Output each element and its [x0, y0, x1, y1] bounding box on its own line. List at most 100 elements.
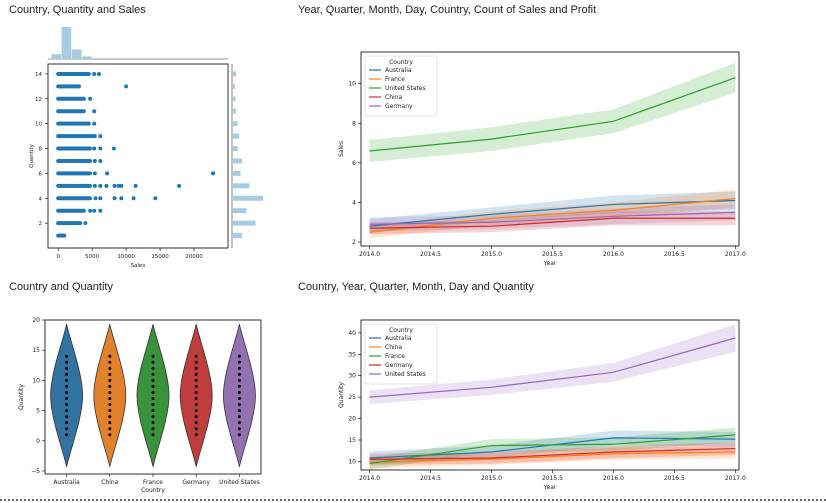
y-tick-label: 8: [39, 147, 43, 153]
marginal-y-bar: [233, 108, 236, 114]
quantity-point: [194, 421, 198, 425]
y-tick-label: 4: [39, 196, 43, 202]
scatter-point: [62, 233, 67, 238]
quantity-point: [194, 409, 198, 413]
violin-germany: [179, 324, 213, 467]
quantity-point: [151, 421, 155, 425]
quantity-point: [237, 415, 241, 419]
marginal-y-bar: [233, 158, 242, 164]
quantity-point: [151, 384, 155, 388]
x-tick-label: China: [101, 479, 118, 486]
scatter-point: [211, 171, 216, 176]
y-tick-label: 30: [348, 373, 356, 380]
series-line-united-states: [369, 337, 736, 398]
scatter-point: [83, 221, 88, 226]
quantity-point: [151, 427, 155, 431]
quantity-point: [65, 415, 69, 419]
quantity-line-chart: 2014.0 2014.5 2015.0 2015.5 2016.0 2016.5 2017…: [338, 319, 746, 491]
x-tick-label: 15000: [151, 254, 169, 260]
x-tick-label: 20000: [185, 254, 203, 260]
quantity-point: [65, 390, 69, 394]
quantity-point: [65, 403, 69, 407]
quantity-point: [108, 378, 112, 382]
scatter-point: [98, 208, 103, 213]
scatter-point: [86, 121, 91, 126]
quantity-point: [65, 366, 69, 370]
y-tick-label: 25: [348, 394, 356, 401]
violin-chart: Australia China France Germany United States…: [18, 317, 262, 494]
quantity-point: [151, 409, 155, 413]
marginal-x-bar: [92, 58, 102, 59]
scatter-point: [131, 196, 136, 201]
legend-box: [364, 323, 438, 385]
series-line-australia: [369, 199, 736, 227]
legend-title: Country: [389, 327, 413, 334]
quantity-point: [194, 427, 198, 431]
quantity-point: [151, 360, 155, 364]
quantity-point: [65, 354, 69, 358]
quantity-point: [151, 397, 155, 401]
x-tick-label: France: [143, 479, 163, 486]
quantity-point: [194, 354, 198, 358]
x-tick-label: 2016.5: [664, 475, 685, 482]
scatter-point: [98, 146, 103, 151]
plot-frame: [44, 319, 262, 475]
x-tick-label: 2015.0: [481, 475, 502, 482]
quantity-point: [194, 372, 198, 376]
quantity-point: [108, 366, 112, 370]
scatter-point: [112, 183, 117, 188]
quantity-point: [65, 397, 69, 401]
quantity-point: [237, 390, 241, 394]
y-tick-label: 2: [352, 239, 356, 246]
x-tick-label: 10000: [117, 254, 135, 260]
x-tick-label: 2014.5: [420, 251, 441, 258]
marginal-y-bar: [233, 195, 263, 201]
legend-entry: France: [385, 76, 405, 83]
quantity-point: [237, 427, 241, 431]
violin-united-states: [222, 324, 256, 467]
y-tick-label: 15: [32, 347, 40, 354]
x-tick-label: 2016.0: [603, 475, 624, 482]
quantity-point: [237, 397, 241, 401]
series-line-germany: [369, 447, 736, 460]
y-tick-label: 14: [35, 72, 42, 78]
quantity-point: [65, 427, 69, 431]
legend-entry: Australia: [385, 335, 412, 342]
x-axis-label: Sales: [131, 263, 146, 269]
quantity-point: [108, 433, 112, 437]
scatter-point: [92, 121, 97, 126]
quantity-point: [237, 366, 241, 370]
scatter-point: [92, 208, 97, 213]
marginal-y-bar: [233, 83, 235, 89]
quantity-point: [65, 421, 69, 425]
series-line-china: [369, 451, 736, 463]
legend-entry: United States: [385, 85, 426, 92]
y-axis-label: Quantity: [29, 143, 35, 168]
quantity-point: [237, 384, 241, 388]
quantity-point: [237, 409, 241, 413]
legend-title: Country: [389, 59, 413, 66]
x-tick-label: 2015.0: [481, 251, 502, 258]
x-tick-label: 2015.5: [542, 475, 563, 482]
y-tick-label: 20: [32, 317, 40, 324]
quantity-point: [194, 384, 198, 388]
page-bottom-border: [0, 499, 826, 501]
plot-frame: [360, 319, 740, 471]
marginal-y-bar: [233, 233, 242, 239]
scatter-point: [76, 84, 81, 89]
marginal-y-bar: [233, 96, 236, 102]
x-tick-label: 2016.5: [664, 251, 685, 258]
x-tick-label: 5000: [85, 254, 99, 260]
y-tick-label: 6: [352, 160, 356, 167]
quantity-point: [194, 390, 198, 394]
marginal-y-bar: [233, 208, 247, 214]
scatter-point: [87, 183, 92, 188]
x-tick-label: Australia: [53, 479, 80, 486]
quantity-point: [108, 390, 112, 394]
y-tick-label: 4: [352, 199, 356, 206]
quantity-point: [108, 397, 112, 401]
x-tick-label: 2015.5: [542, 251, 563, 258]
quantity-point: [237, 403, 241, 407]
quantity-point: [194, 397, 198, 401]
scatter-point: [92, 134, 97, 139]
